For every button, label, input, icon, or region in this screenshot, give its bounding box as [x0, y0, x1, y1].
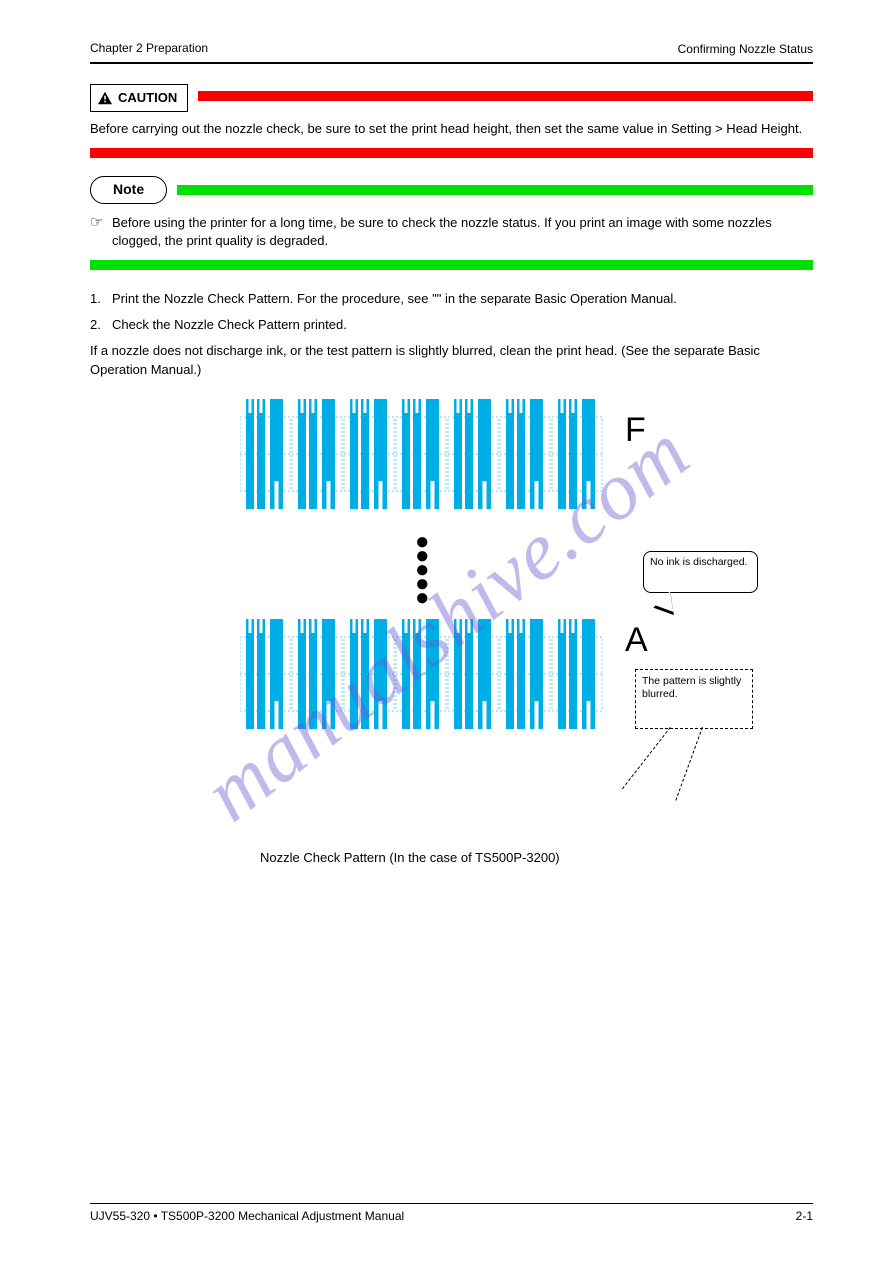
step-2: 2. Check the Nozzle Check Pattern printe… [90, 316, 813, 334]
caution-row: CAUTION [90, 84, 813, 112]
note-items: ☞ Before using the printer for a long ti… [90, 214, 813, 250]
callout-blurred-text: The pattern is slightly blurred. [642, 675, 741, 700]
caution-text: Before carrying out the nozzle check, be… [90, 120, 813, 138]
pointing-hand-icon: ☞ [90, 214, 112, 232]
callout-no-ink: No ink is discharged. [643, 551, 758, 593]
caution-label: CAUTION [118, 89, 177, 107]
header-rule [90, 62, 813, 64]
note-item: ☞ Before using the printer for a long ti… [90, 214, 813, 250]
step-1: 1. Print the Nozzle Check Pattern. For t… [90, 290, 813, 308]
dashed-leader-1 [622, 727, 671, 789]
step-number: 1. [90, 290, 112, 308]
pattern-strip-f [240, 399, 610, 509]
footer-right: 2-1 [796, 1208, 813, 1225]
caution-red-bar-bottom [90, 148, 813, 158]
figure-caption: Nozzle Check Pattern (In the case of TS5… [260, 849, 813, 867]
strip-label-a: A [625, 617, 648, 665]
note-green-bar [177, 185, 813, 195]
note-text: Before using the printer for a long time… [112, 214, 813, 250]
callout-no-ink-text: No ink is discharged. [650, 556, 747, 568]
footer-left: UJV55-320 • TS500P-3200 Mechanical Adjus… [90, 1208, 404, 1225]
callout-blurred: The pattern is slightly blurred. [635, 669, 753, 729]
strip-label-f: F [625, 407, 646, 455]
step-number: 2. [90, 316, 112, 334]
step-text: Check the Nozzle Check Pattern printed. [112, 316, 347, 334]
page-footer: UJV55-320 • TS500P-3200 Mechanical Adjus… [90, 1203, 813, 1225]
page-container: Chapter 2 Preparation Confirming Nozzle … [0, 0, 893, 927]
pattern-strip-a [240, 619, 610, 729]
step-text: Print the Nozzle Check Pattern. For the … [112, 290, 677, 308]
caution-red-bar [198, 91, 813, 101]
nozzle-figure: F ●●●●● A No ink is discharged. The patt… [240, 399, 760, 839]
note-green-bar-bottom [90, 260, 813, 270]
footer-rule [90, 1203, 813, 1204]
dashed-leader-2 [675, 727, 703, 801]
note-row: Note [90, 176, 813, 204]
after-steps-text: If a nozzle does not discharge ink, or t… [90, 342, 813, 378]
warning-triangle-icon [97, 91, 113, 105]
note-badge: Note [90, 176, 167, 204]
vertical-dots-icon: ●●●●● [415, 534, 430, 604]
page-header: Chapter 2 Preparation Confirming Nozzle … [90, 40, 813, 64]
caution-badge: CAUTION [90, 84, 188, 112]
